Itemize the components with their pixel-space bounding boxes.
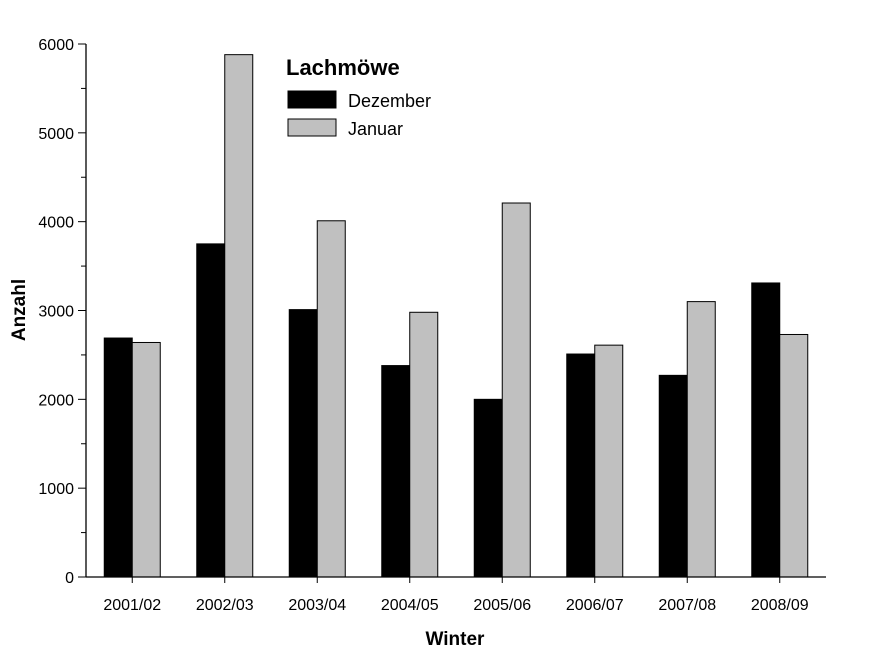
legend-swatch-dezember <box>287 90 337 109</box>
axes-group: 0 1000 2000 3000 4000 5000 6000 2001/02 2002/03 2… <box>38 37 826 614</box>
bar-dezember-2007-08 <box>658 374 688 578</box>
y-tick-label: 2000 <box>38 392 74 409</box>
y-tick-label: 0 <box>65 570 74 587</box>
bar-dezember-2003-04 <box>288 309 318 578</box>
bar-januar-2002-03 <box>224 54 254 578</box>
x-tick-label: 2008/09 <box>751 597 809 614</box>
bar-januar-2004-05 <box>409 311 439 578</box>
x-tick-label: 2005/06 <box>473 597 531 614</box>
bar-dezember-2002-03 <box>196 243 226 578</box>
bars-group <box>103 54 809 578</box>
bar-januar-2006-07 <box>594 344 624 578</box>
bar-januar-2001-02 <box>131 341 161 578</box>
legend-title: Lachmöwe <box>286 55 400 80</box>
y-tick-label: 6000 <box>38 37 74 54</box>
bar-dezember-2008-09 <box>751 282 781 578</box>
legend-label-januar: Januar <box>348 119 403 139</box>
bar-dezember-2001-02 <box>103 337 133 578</box>
legend-label-dezember: Dezember <box>348 91 431 111</box>
y-tick-label: 4000 <box>38 215 74 232</box>
bar-januar-2003-04 <box>316 220 346 578</box>
legend-swatch-januar <box>287 118 337 137</box>
legend: Lachmöwe Dezember Januar <box>286 55 431 139</box>
y-tick-label: 3000 <box>38 304 74 321</box>
x-axis-title: Winter <box>426 629 486 650</box>
y-tick-label: 1000 <box>38 481 74 498</box>
x-tick-label: 2001/02 <box>103 597 161 614</box>
x-tick-label: 2007/08 <box>658 597 716 614</box>
bar-januar-2005-06 <box>501 202 531 578</box>
x-tick-label: 2004/05 <box>381 597 439 614</box>
x-tick-label: 2003/04 <box>288 597 346 614</box>
bar-januar-2007-08 <box>686 301 716 578</box>
x-tick-label: 2002/03 <box>196 597 254 614</box>
x-tick-label: 2006/07 <box>566 597 624 614</box>
y-axis-title: Anzahl <box>9 279 30 341</box>
bar-januar-2008-09 <box>779 333 809 578</box>
y-tick-label: 5000 <box>38 126 74 143</box>
bar-dezember-2005-06 <box>473 398 503 578</box>
bar-dezember-2006-07 <box>566 353 596 578</box>
bar-dezember-2004-05 <box>381 365 411 578</box>
